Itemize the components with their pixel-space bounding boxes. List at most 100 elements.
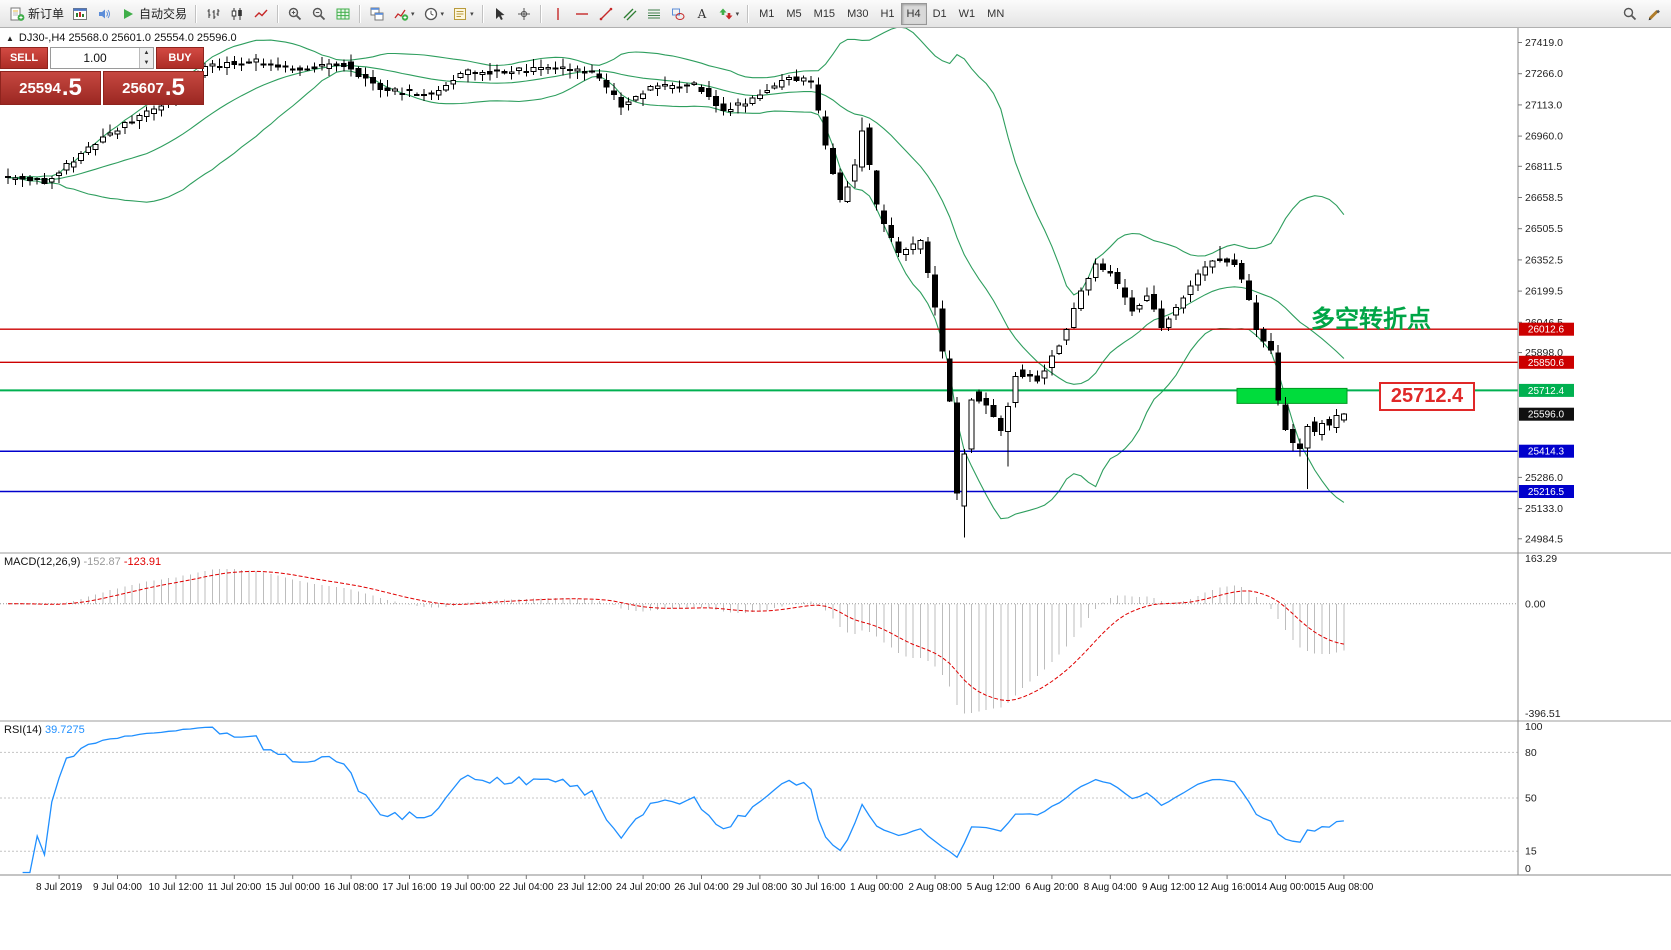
svg-text:26 Jul 04:00: 26 Jul 04:00 [674, 882, 729, 893]
svg-text:A: A [696, 7, 706, 21]
candlestick-chart-button[interactable] [225, 2, 249, 26]
shapes-button[interactable] [666, 2, 690, 26]
sell-button[interactable]: SELL [0, 47, 48, 69]
clock-icon [423, 6, 439, 22]
play-icon [120, 6, 136, 22]
tile-icon [369, 6, 385, 22]
arrows-button[interactable]: ▾ [714, 2, 744, 26]
svg-text:26811.5: 26811.5 [1525, 161, 1562, 173]
chart-annotation-text: 多空转折点 [1311, 306, 1431, 333]
line-chart-button[interactable] [249, 2, 273, 26]
svg-text:9 Aug 12:00: 9 Aug 12:00 [1142, 882, 1196, 893]
volume-value[interactable]: 1.00 [83, 51, 107, 65]
svg-text:29 Jul 08:00: 29 Jul 08:00 [733, 882, 788, 893]
buy-price[interactable]: 25607 .5 [103, 71, 204, 105]
svg-text:22 Jul 04:00: 22 Jul 04:00 [499, 882, 554, 893]
tile-windows-button[interactable] [365, 2, 389, 26]
support-zone-rectangle[interactable] [1236, 387, 1348, 404]
templates-button[interactable]: ▾ [448, 2, 478, 26]
grid-icon [335, 6, 351, 22]
macd-pane [0, 568, 1518, 714]
svg-text:6 Aug 20:00: 6 Aug 20:00 [1025, 882, 1079, 893]
zoom-out-button[interactable] [307, 2, 331, 26]
svg-text:-396.51: -396.51 [1525, 708, 1561, 720]
chart-canvas[interactable]: 27419.0 27266.0 27113.0 26960.0 26811.5 26658… [0, 28, 1671, 950]
timeframe-m5-button[interactable]: M5 [786, 7, 802, 20]
sell-price[interactable]: 25594 .5 [0, 71, 101, 105]
price-pane [0, 28, 1518, 538]
timeframe-h1-button[interactable]: H1 [880, 7, 895, 20]
toolbar-separator [277, 4, 280, 23]
timeframe-d1-button[interactable]: D1 [932, 7, 947, 20]
svg-text:14 Aug 00:00: 14 Aug 00:00 [1256, 882, 1315, 893]
toolbar-group-timeframes: M1 M5 M15 M30 H1 H4 D1 W1 MN [753, 2, 1010, 25]
periods-button[interactable]: ▾ [419, 2, 449, 26]
auto-trading-button[interactable]: 自动交易 [116, 2, 191, 26]
caret-down-icon: ▾ [440, 10, 445, 18]
text-button[interactable]: A [690, 2, 714, 26]
volume-increase-button[interactable]: ▲ [140, 48, 153, 58]
price-tag-25216.5[interactable]: 25216.5 [1519, 485, 1574, 498]
symbol-search-button[interactable] [1618, 2, 1642, 26]
price-tag-26012.6[interactable]: 26012.6 [1519, 322, 1574, 336]
main-toolbar: 新订单 自动交易 ▾ ▾ ▾ A ▾ M1 M5 M15 M30 H1 H4 D1 W1 MN [0, 0, 1671, 28]
svg-text:0.00: 0.00 [1525, 598, 1546, 610]
macd-signal-line [8, 570, 1345, 702]
svg-text:163.29: 163.29 [1525, 553, 1557, 565]
template-icon [452, 6, 468, 22]
svg-text:25596.0: 25596.0 [1528, 410, 1565, 421]
price-tag-25414.3[interactable]: 25414.3 [1519, 444, 1574, 458]
indicators-button[interactable]: ▾ [389, 2, 419, 26]
timeframe-m15-button[interactable]: M15 [813, 7, 836, 20]
price-tag-25850.6[interactable]: 25850.6 [1519, 355, 1574, 369]
cursor-button[interactable] [488, 2, 512, 26]
horizontal-level-lines [0, 328, 1518, 493]
timeframe-h4-button[interactable]: H4 [900, 2, 927, 25]
svg-text:80: 80 [1525, 747, 1537, 759]
zoom-in-button[interactable] [283, 2, 307, 26]
volume-decrease-button[interactable]: ▼ [140, 58, 153, 68]
svg-text:27419.0: 27419.0 [1525, 37, 1563, 49]
bollinger-bands [7, 28, 1345, 520]
grid-button[interactable] [331, 2, 355, 26]
sound-button[interactable] [92, 2, 116, 26]
macd-label: MACD(12,26,9) -152.87 -123.91 [4, 556, 161, 568]
toolbar-group-cursor [488, 2, 536, 26]
time-axis[interactable]: 8 Jul 2019 9 Jul 04:00 10 Jul 12:00 11 Jul … [36, 875, 1374, 893]
chart-window[interactable]: 27419.0 27266.0 27113.0 26960.0 26811.5 26658… [0, 28, 1671, 950]
timeframe-mn-button[interactable]: MN [987, 7, 1005, 20]
timeframe-m1-button[interactable]: M1 [759, 7, 775, 20]
fibonacci-button[interactable] [642, 2, 666, 26]
vertical-line-button[interactable] [546, 2, 570, 26]
volume-input[interactable]: 1.00 ▲ ▼ [50, 47, 154, 69]
level-price-callout[interactable]: 25712.4 [1379, 382, 1475, 411]
new-order-icon [9, 6, 25, 22]
svg-text:25712.4: 25712.4 [1528, 386, 1565, 397]
toolbar-separator [359, 4, 362, 23]
quick-edit-button[interactable] [1642, 2, 1666, 26]
trendline-button[interactable] [594, 2, 618, 26]
buy-button[interactable]: BUY [156, 47, 204, 69]
toolbar-group-zoom [283, 2, 355, 26]
pencil-icon [1646, 6, 1662, 22]
trendline-icon [598, 6, 614, 22]
horizontal-line-button[interactable] [570, 2, 594, 26]
bar-chart-button[interactable] [201, 2, 225, 26]
new-order-button[interactable]: 新订单 [5, 2, 68, 26]
svg-text:25133.0: 25133.0 [1525, 503, 1563, 515]
channel-button[interactable] [618, 2, 642, 26]
timeframe-w1-button[interactable]: W1 [958, 7, 976, 20]
svg-text:25850.6: 25850.6 [1528, 358, 1565, 369]
timeframe-m30-button[interactable]: M30 [847, 7, 869, 20]
price-tag-25596.0[interactable]: 25596.0 [1519, 407, 1574, 421]
indicators-icon [393, 6, 409, 22]
line-chart-icon [253, 6, 269, 22]
price-tag-25712.4[interactable]: 25712.4 [1519, 383, 1574, 397]
candles-icon [229, 6, 245, 22]
price-axis[interactable]: 27419.0 27266.0 27113.0 26960.0 26811.5 26658… [1518, 37, 1574, 545]
zoom-out-icon [311, 6, 327, 22]
charts-list-button[interactable] [68, 2, 92, 26]
one-click-trading-panel: SELL 1.00 ▲ ▼ BUY 25594 .5 25607 .5 [0, 47, 204, 105]
crosshair-button[interactable] [512, 2, 536, 26]
toolbar-right-group [1618, 2, 1666, 26]
